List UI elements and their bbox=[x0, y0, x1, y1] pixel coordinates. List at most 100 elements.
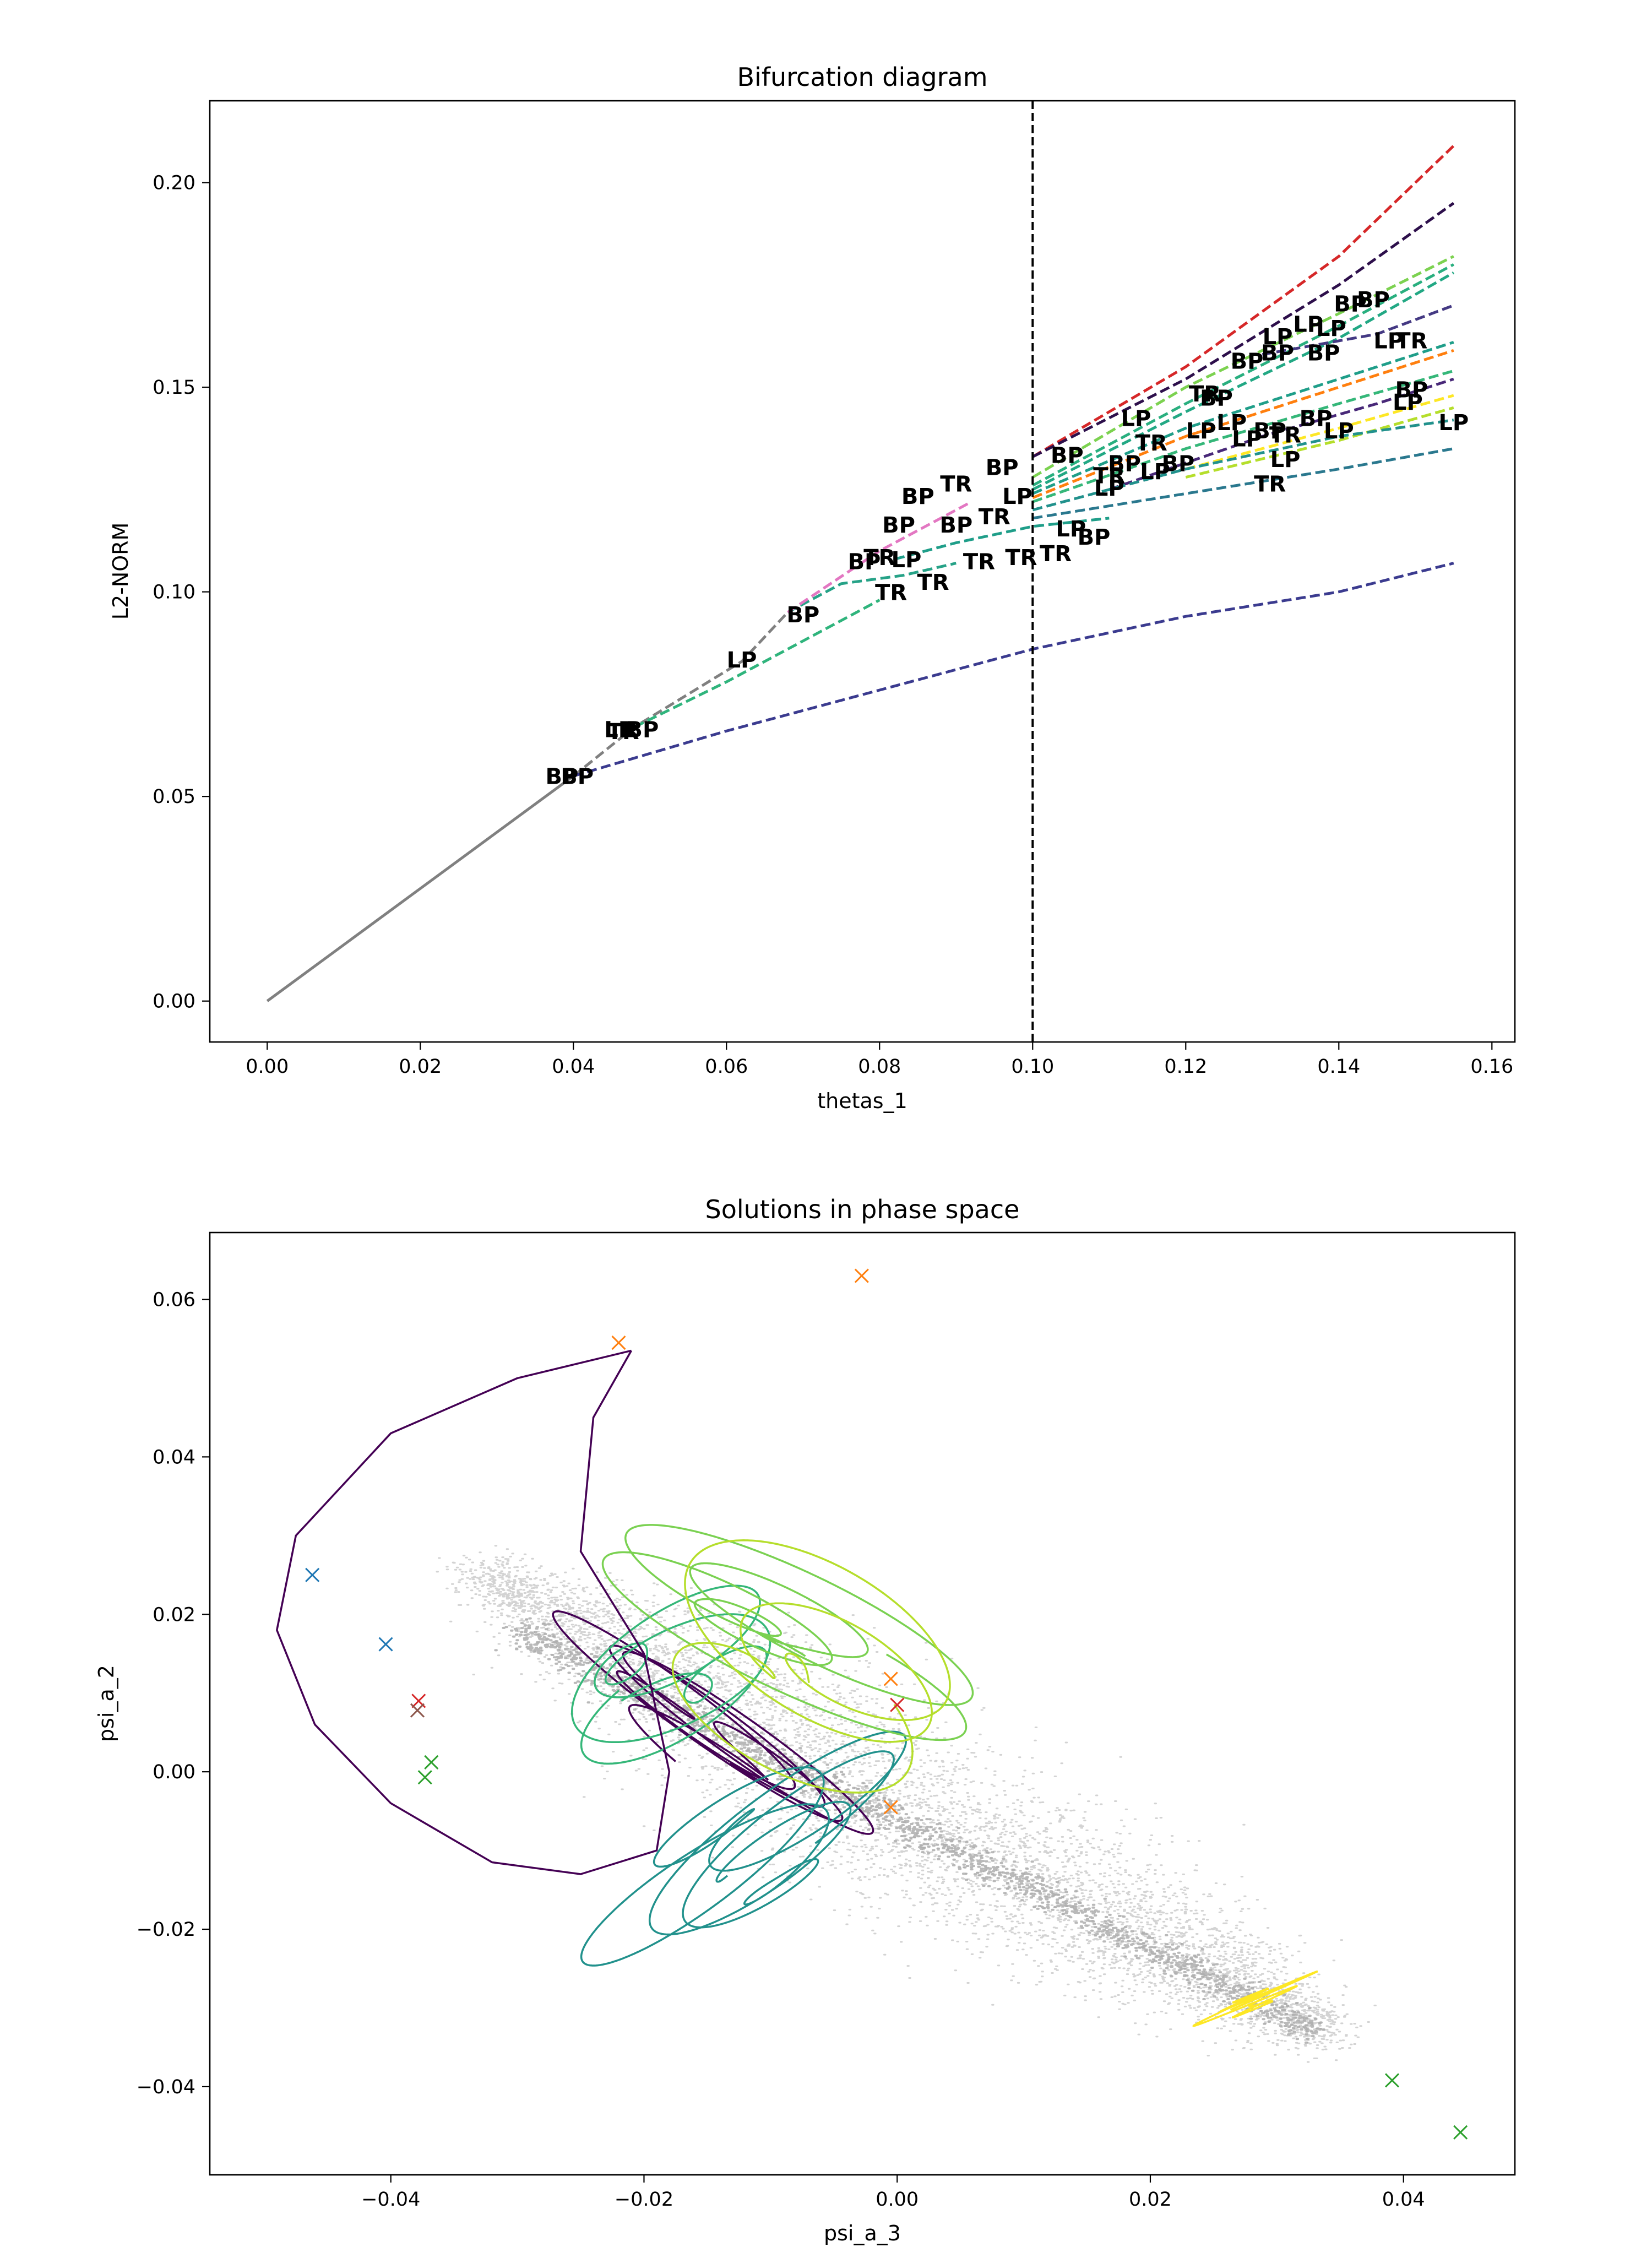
plot-frame bbox=[209, 100, 1516, 1043]
marker-group bbox=[305, 1268, 1468, 2140]
bifurcation-label: BP bbox=[546, 764, 579, 790]
x-tick-label: 0.10 bbox=[1011, 1056, 1054, 1078]
trajectory-group bbox=[276, 1349, 1318, 2027]
x-tick-label: 0.02 bbox=[399, 1056, 442, 1078]
x-marker bbox=[1384, 2073, 1400, 2088]
bifurcation-label: TR bbox=[1093, 464, 1125, 489]
bifurcation-label: BP bbox=[1108, 451, 1141, 476]
bifurcation-label: TR bbox=[963, 550, 995, 575]
y-tick-label: 0.15 bbox=[153, 377, 195, 399]
y-tick-label: 0.05 bbox=[153, 786, 195, 808]
y-tick-label: 0.00 bbox=[153, 1761, 195, 1783]
series-line-9 bbox=[1032, 271, 1455, 491]
bifurcation-label: TR bbox=[979, 504, 1010, 530]
series-line-18 bbox=[1032, 419, 1454, 512]
x-marker bbox=[378, 1637, 393, 1652]
trajectory-5 bbox=[1192, 1971, 1318, 2027]
bifurcation-label: TR bbox=[1040, 541, 1072, 567]
bifurcation-label: BP bbox=[1253, 419, 1286, 444]
x-marker bbox=[305, 1567, 320, 1582]
bifurcation-label: LP bbox=[1232, 427, 1262, 452]
bifurcation-label: LP bbox=[1393, 390, 1423, 415]
background-point-cloud bbox=[436, 1545, 1377, 2063]
bifurcation-label: LP bbox=[1186, 419, 1216, 444]
x-tick-label: 0.14 bbox=[1317, 1056, 1360, 1078]
x-axis-ticks: −0.04 −0.02 0.00 0.02 0.04 bbox=[361, 2175, 1425, 2211]
x-tick-label: 0.00 bbox=[246, 1056, 289, 1078]
series-line-1 bbox=[572, 611, 789, 777]
bifurcation-label: BP bbox=[561, 764, 594, 790]
x-marker bbox=[424, 1755, 439, 1770]
bifurcation-label: TR bbox=[1269, 422, 1301, 448]
series-line-15 bbox=[1185, 394, 1454, 471]
trajectory-2 bbox=[570, 1584, 771, 1765]
bifurcation-label: LP bbox=[1216, 410, 1247, 436]
trajectory-outer-loop bbox=[276, 1349, 671, 1875]
y-tick-label: 0.10 bbox=[153, 582, 195, 604]
bifurcation-label: LP bbox=[1293, 312, 1323, 338]
bifurcation-label: LP bbox=[1002, 484, 1032, 509]
x-marker bbox=[410, 1703, 425, 1718]
bifurcation-label: BP bbox=[848, 550, 881, 575]
bifurcation-label: LP bbox=[1056, 517, 1086, 542]
plot-title: Bifurcation diagram bbox=[737, 62, 987, 92]
y-tick-label: 0.20 bbox=[153, 172, 195, 194]
y-tick-label: −0.02 bbox=[137, 1919, 195, 1941]
bifurcation-label: BP bbox=[1300, 406, 1333, 432]
trajectory-0 bbox=[552, 1610, 874, 1835]
bifurcation-label: BP bbox=[1051, 443, 1084, 468]
bifurcation-label: TR bbox=[940, 471, 972, 497]
x-tick-label: 0.12 bbox=[1164, 1056, 1207, 1078]
series-line-8 bbox=[1032, 263, 1454, 487]
bifurcation-label: BP bbox=[1078, 525, 1111, 550]
bifurcation-label: TR bbox=[1005, 545, 1037, 571]
series-line-12 bbox=[1032, 349, 1454, 500]
series-group bbox=[266, 144, 1455, 1002]
series-line-4 bbox=[787, 562, 957, 614]
bifurcation-label: BP bbox=[786, 603, 819, 628]
x-tick-label: 0.02 bbox=[1129, 2189, 1172, 2211]
bifurcation-label: LP bbox=[604, 717, 634, 742]
x-axis-label: psi_a_3 bbox=[824, 2221, 901, 2245]
x-marker bbox=[417, 1770, 432, 1785]
y-tick-label: 0.00 bbox=[153, 991, 195, 1013]
series-line-19 bbox=[787, 500, 972, 614]
series-line-6 bbox=[1032, 202, 1455, 458]
x-tick-label: 0.04 bbox=[1382, 2189, 1425, 2211]
bifurcation-label: LP bbox=[1094, 476, 1124, 501]
x-marker bbox=[890, 1697, 905, 1712]
series-line-11 bbox=[1032, 341, 1454, 495]
bifurcation-label: BP bbox=[1261, 341, 1294, 366]
y-axis-label: L2-NORM bbox=[108, 523, 133, 620]
bifurcation-label: BP bbox=[901, 484, 934, 509]
x-marker bbox=[611, 1336, 626, 1350]
y-tick-label: 0.02 bbox=[153, 1604, 195, 1626]
x-marker bbox=[854, 1268, 869, 1283]
series-line-5 bbox=[1032, 144, 1455, 458]
trajectory-3 bbox=[601, 1524, 974, 1741]
y-axis-ticks: −0.04 −0.02 0.00 0.02 0.04 0.06 bbox=[137, 1289, 210, 2098]
bifurcation-label: BP bbox=[1334, 292, 1367, 317]
bifurcation-label: TR bbox=[607, 719, 639, 745]
bifurcation-label: TR bbox=[863, 545, 895, 571]
bifurcation-label: LP bbox=[1324, 419, 1354, 444]
y-tick-label: −0.04 bbox=[137, 2076, 195, 2098]
bifurcation-label: BP bbox=[939, 513, 972, 538]
cloud-points bbox=[436, 1545, 1377, 2063]
series-line-16 bbox=[1185, 406, 1454, 479]
bifurcation-label: TR bbox=[917, 570, 949, 595]
plot-frame bbox=[209, 1231, 1516, 2176]
plot-title: Solutions in phase space bbox=[705, 1195, 1020, 1224]
x-marker bbox=[1453, 2125, 1468, 2140]
y-tick-label: 0.04 bbox=[153, 1446, 195, 1468]
trajectory-1 bbox=[580, 1730, 907, 1967]
x-tick-label: 0.08 bbox=[858, 1056, 901, 1078]
bifurcation-label: LP bbox=[892, 547, 922, 573]
bifurcation-label: LP bbox=[727, 648, 757, 673]
bifurcation-label: BP bbox=[1307, 341, 1340, 366]
series-line-20 bbox=[894, 517, 1110, 561]
bifurcation-label: BP bbox=[1161, 451, 1194, 476]
x-tick-label: −0.02 bbox=[615, 2189, 673, 2211]
